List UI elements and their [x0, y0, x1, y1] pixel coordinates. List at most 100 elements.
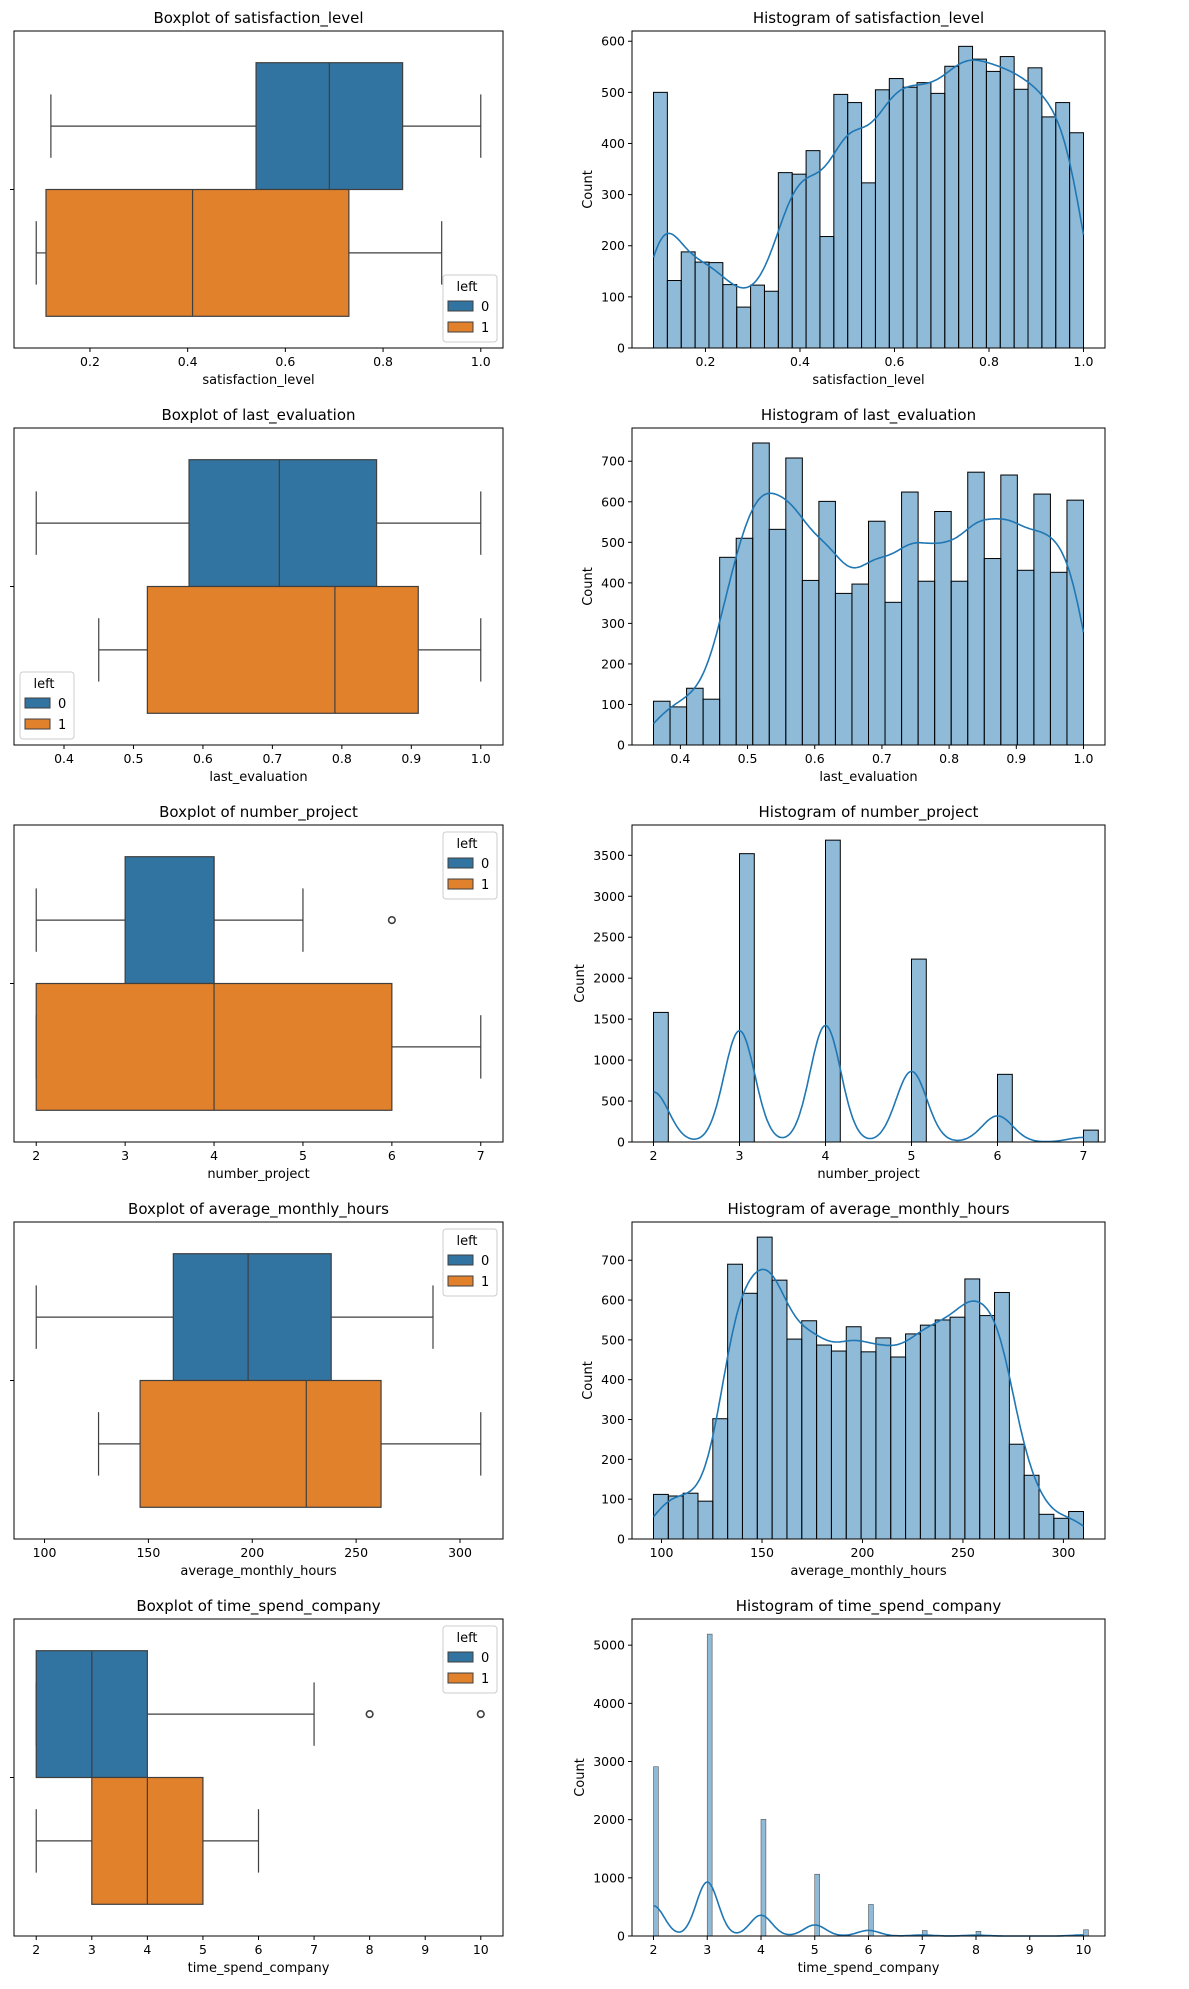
y-axis-label: Count [573, 1758, 588, 1797]
histogram-bar [667, 1495, 684, 1540]
histogram-bar [934, 1319, 951, 1540]
y-tick-label: 300 [601, 616, 625, 631]
x-tick-label: 4 [210, 1148, 218, 1163]
legend-swatch-0 [447, 1651, 474, 1663]
y-tick-label: 600 [601, 494, 625, 509]
x-tick-label: 8 [972, 1942, 980, 1957]
histogram-panel: Histogram of satisfaction_level 0.2 0.4 0.6… [581, 9, 1106, 388]
x-tick-label: 0.8 [979, 354, 999, 369]
y-axis-label: Count [581, 567, 596, 606]
x-tick-label: 2 [650, 1942, 658, 1957]
y-tick-label: 1500 [593, 1012, 625, 1027]
x-tick-label: 100 [650, 1545, 674, 1560]
chart-title: Boxplot of number_project [159, 803, 358, 822]
histogram-bar [818, 500, 836, 746]
x-tick-label: 300 [448, 1545, 472, 1560]
histogram-bar [819, 236, 835, 349]
x-tick-label: 0.9 [1006, 751, 1026, 766]
legend-label: 0 [481, 1254, 489, 1269]
chart-title: Boxplot of satisfaction_level [153, 9, 363, 28]
histogram-bar [875, 1337, 892, 1540]
legend-swatch-1 [447, 878, 474, 890]
histogram-bar [833, 93, 849, 349]
histogram-bar [997, 1073, 1013, 1143]
histogram-bar [860, 1351, 877, 1540]
y-tick-label: 1000 [593, 1870, 625, 1885]
x-tick-label: 0.8 [939, 751, 959, 766]
histogram-bar [958, 45, 974, 349]
axes-frame [631, 30, 1106, 349]
chart-title: Histogram of number_project [759, 803, 979, 822]
y-tick-label: 400 [601, 575, 625, 590]
x-tick-label: 10 [473, 1942, 489, 1957]
legend-title: left [456, 1631, 477, 1646]
histogram-bar [985, 70, 1001, 349]
boxplot-panel: Boxplot of satisfaction_level 0.2 0.4 0.6 0.… [10, 9, 504, 388]
x-tick-label: 1.0 [1074, 354, 1094, 369]
histogram-bar [653, 700, 671, 746]
x-tick-label: 150 [750, 1545, 774, 1560]
legend: left 0 1 [442, 831, 498, 900]
x-tick-label: 1.0 [471, 751, 491, 766]
chart-title: Histogram of average_monthly_hours [727, 1200, 1009, 1219]
histogram-bar [979, 1315, 996, 1540]
y-tick-label: 0 [617, 1929, 625, 1944]
axes-frame [631, 1618, 1106, 1937]
y-tick-label: 200 [601, 1452, 625, 1467]
legend-swatch-0 [447, 1254, 474, 1266]
histogram-bar [1038, 1513, 1055, 1540]
y-tick-label: 700 [601, 454, 625, 469]
histogram-bar [911, 958, 927, 1143]
legend-swatch-1 [447, 1672, 474, 1684]
histogram-bar [1053, 1517, 1070, 1540]
y-tick-label: 2500 [593, 930, 625, 945]
y-tick-label: 0 [617, 341, 625, 356]
x-tick-label: 4 [143, 1942, 151, 1957]
y-tick-label: 500 [601, 535, 625, 550]
x-tick-label: 4 [757, 1942, 765, 1957]
histogram-bar [949, 1316, 966, 1540]
legend-title: left [456, 837, 477, 852]
x-tick-label: 0.7 [872, 751, 892, 766]
histogram-bar [756, 1236, 773, 1540]
boxplot-panel: Boxplot of number_project 2 3 4 5 6 7 number_pr… [10, 803, 504, 1182]
histogram-bar [834, 592, 853, 746]
histogram-bar [905, 1333, 921, 1540]
legend-swatch-0 [447, 300, 474, 312]
legend: left 0 1 [19, 671, 75, 740]
y-tick-label: 500 [601, 1332, 625, 1347]
legend-label: 1 [481, 878, 489, 893]
histogram-bar [712, 1418, 729, 1540]
box-left-0 [172, 1253, 332, 1382]
histogram-bar [983, 558, 1002, 746]
legend-label: 0 [481, 300, 489, 315]
histogram-bar [653, 1766, 659, 1937]
chart-title: Histogram of last_evaluation [761, 406, 976, 425]
legend-label: 1 [481, 321, 489, 336]
histogram-bar [972, 58, 987, 349]
histogram-bar [735, 537, 754, 746]
axes-frame [631, 824, 1106, 1143]
legend-swatch-0 [447, 857, 474, 869]
axes-frame [631, 427, 1106, 746]
x-tick-label: 200 [851, 1545, 875, 1560]
y-tick-label: 4000 [593, 1696, 625, 1711]
histogram-bar [874, 89, 890, 349]
legend-label: 0 [58, 697, 66, 712]
x-axis-label: time_spend_company [188, 1961, 330, 1976]
legend-label: 1 [481, 1275, 489, 1290]
chart-title: Boxplot of time_spend_company [136, 1597, 380, 1616]
histogram-bar [1000, 474, 1018, 746]
y-tick-label: 300 [601, 187, 625, 202]
legend-swatch-1 [447, 1275, 474, 1287]
histogram-bar [830, 1350, 847, 1540]
histogram-bar [771, 1279, 788, 1540]
kde-line [653, 1024, 1084, 1143]
histogram-bar [768, 528, 787, 746]
x-tick-label: 0.4 [178, 354, 198, 369]
chart-title: Boxplot of average_monthly_hours [128, 1200, 389, 1219]
histogram-bar [816, 1344, 832, 1540]
histogram-bar [791, 173, 807, 349]
x-tick-label: 5 [908, 1148, 916, 1163]
histogram-bar [706, 1633, 713, 1937]
